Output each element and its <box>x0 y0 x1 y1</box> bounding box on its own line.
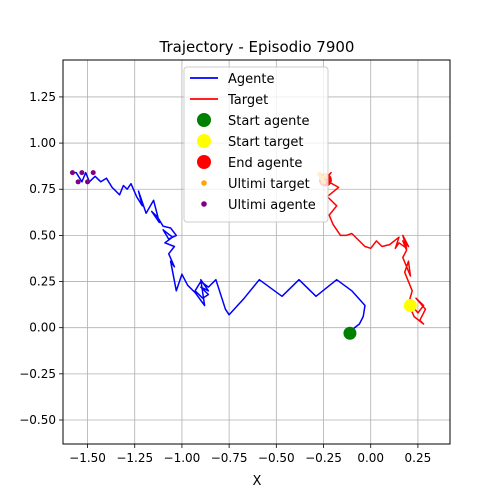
y-tick-label: 0.00 <box>29 321 56 335</box>
legend-label: Agente <box>228 72 274 87</box>
legend: Agente Target Start agente Start target End … <box>183 66 329 223</box>
x-tick-label: −0.25 <box>305 451 342 465</box>
agente-line <box>72 171 366 332</box>
legend-label: Target <box>227 93 268 108</box>
legend-swatch <box>201 201 207 207</box>
y-tick-label: −0.25 <box>19 367 56 381</box>
x-tick-label: −1.50 <box>69 451 106 465</box>
ultimi-agente-marker <box>90 170 96 176</box>
x-tick-label: −1.00 <box>164 451 201 465</box>
legend-label: Ultimi target <box>228 177 310 192</box>
x-tick-label: −0.75 <box>211 451 248 465</box>
x-tick-label: −1.25 <box>116 451 153 465</box>
y-tick-label: −0.50 <box>19 413 56 427</box>
ultimi-agente-marker <box>69 170 75 176</box>
ultimi-agente-marker <box>79 170 85 176</box>
x-tick-label: 0.25 <box>405 451 432 465</box>
start-target-marker <box>403 299 417 313</box>
y-tick-label: 0.25 <box>29 275 56 289</box>
chart-title: Trajectory - Episodio 7900 <box>159 38 355 56</box>
x-tick-label: 0.00 <box>357 451 384 465</box>
legend-box <box>183 66 329 223</box>
legend-label: End agente <box>228 156 302 171</box>
y-tick-label: 1.00 <box>29 136 56 150</box>
plot-frame <box>62 59 451 445</box>
start-agente-marker <box>343 326 357 340</box>
legend-swatch <box>197 155 211 169</box>
x-ticks: −1.50 −1.25 −1.00 −0.75 −0.50 −0.25 0.00 0.25 <box>69 444 431 465</box>
legend-swatch <box>201 180 207 186</box>
legend-label: Start agente <box>228 114 309 129</box>
x-axis-label: X <box>253 474 262 489</box>
legend-swatch <box>197 134 211 148</box>
y-tick-label: 1.25 <box>29 90 56 104</box>
y-tick-label: 0.75 <box>29 182 56 196</box>
y-tick-label: 0.50 <box>29 228 56 242</box>
ultimi-agente-marker <box>85 179 91 185</box>
ultimi-agente-marker <box>75 179 81 185</box>
legend-label: Start target <box>228 135 303 150</box>
y-ticks: −0.50 −0.25 0.00 0.25 0.50 0.75 1.00 1.25 <box>19 90 63 427</box>
legend-label: Ultimi agente <box>228 198 316 213</box>
x-tick-label: −0.50 <box>258 451 295 465</box>
legend-swatch <box>197 113 211 127</box>
target-line <box>322 171 427 325</box>
